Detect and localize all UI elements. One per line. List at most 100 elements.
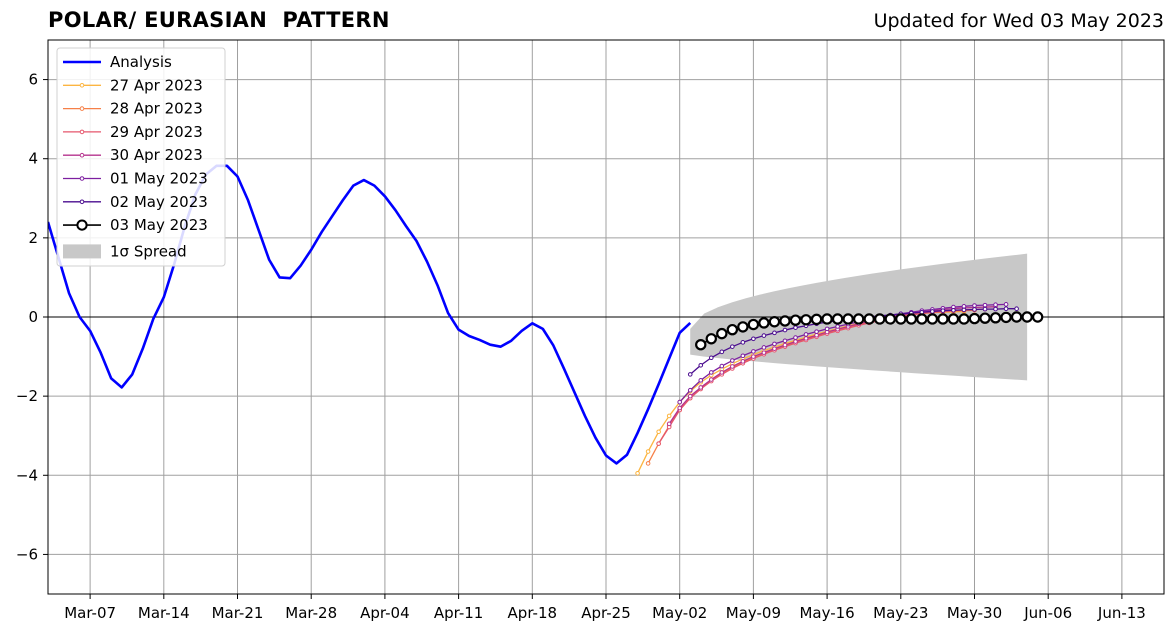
series-7-point	[958, 313, 970, 325]
series-5-point	[1003, 302, 1009, 307]
series-1-point	[656, 429, 661, 435]
legend-marker-3	[79, 129, 85, 135]
x-tick-label: Jun-13	[1097, 604, 1146, 622]
legend: Analysis 27 Apr 2023 28 Apr 2023 29 Apr 202…	[56, 47, 226, 267]
series-5-point	[677, 399, 682, 405]
legend-label-5: 01 May 2023	[110, 170, 208, 188]
legend-marker-1	[79, 83, 85, 88]
series-4-point	[814, 332, 819, 338]
legend-marker-4	[79, 152, 85, 158]
x-tick-label: Apr-04	[360, 604, 410, 622]
series-3-point	[656, 441, 661, 446]
x-tick-label: May-30	[947, 604, 1002, 622]
series-4-point	[677, 405, 682, 411]
series-6-point	[1003, 306, 1009, 311]
series-7-point	[831, 313, 844, 325]
x-tick-label: Apr-25	[581, 604, 631, 622]
series-7-point	[758, 317, 770, 329]
series-5-point	[708, 370, 714, 375]
series-6-point	[698, 362, 704, 368]
x-tick-label: Mar-14	[138, 604, 190, 622]
series-5-point	[730, 358, 735, 363]
series-5-point	[793, 335, 798, 340]
y-tick-label: 4	[28, 150, 38, 168]
series-7-point	[947, 313, 960, 325]
series-7-point	[1021, 311, 1033, 323]
series-6-point	[751, 336, 756, 342]
series-6-point	[951, 307, 956, 313]
x-tick-label: May-02	[652, 604, 707, 622]
y-tick-label: 0	[28, 308, 38, 326]
series-7-point	[937, 313, 949, 325]
series-7-point	[800, 314, 812, 326]
series-6-point	[961, 307, 967, 313]
legend-box	[56, 47, 226, 267]
series-5-point	[772, 341, 777, 347]
series-7-point	[821, 313, 833, 325]
series-7-point	[884, 313, 896, 325]
series-7-point	[810, 313, 823, 326]
series-7-point	[863, 313, 875, 325]
series-1-point	[635, 471, 640, 476]
series-5-point	[803, 332, 809, 337]
chart-title: POLAR/ EURASIAN PATTERN	[48, 8, 390, 32]
series-4-point	[708, 377, 714, 382]
series-6-point	[940, 308, 946, 313]
series-6-point	[982, 306, 988, 312]
series-7-point	[1000, 311, 1012, 324]
series-5-point	[835, 324, 840, 329]
y-tick-label: −2	[16, 387, 38, 405]
x-tick-label: Apr-11	[434, 604, 484, 622]
series-6-point	[687, 372, 693, 377]
y-tick-label: 6	[28, 71, 38, 89]
series-5-point	[972, 303, 977, 308]
legend-label-0: Analysis	[110, 53, 172, 71]
series-5-point	[982, 302, 988, 308]
x-tick-label: May-23	[873, 604, 928, 622]
series-7-point	[726, 323, 739, 336]
legend-spread-swatch	[63, 244, 101, 259]
legend-marker-6	[79, 199, 85, 205]
series-4-point	[719, 370, 725, 375]
series-2-point	[645, 461, 651, 466]
legend-label-7: 03 May 2023	[110, 216, 208, 234]
series-5-point	[782, 338, 788, 344]
series-4-point	[761, 350, 767, 355]
series-6-point	[730, 344, 735, 349]
series-4-point	[793, 339, 798, 344]
y-tick-label: −6	[16, 545, 38, 563]
series-4-point	[687, 393, 693, 399]
series-7-point	[874, 313, 886, 325]
series-4-point	[730, 364, 735, 369]
series-7-point	[968, 312, 981, 325]
series-7-point	[842, 313, 854, 325]
series-6-point	[1014, 306, 1019, 311]
series-7-point	[789, 314, 802, 326]
series-5-point	[698, 378, 704, 383]
series-6-point	[972, 307, 977, 312]
legend-label-spread: 1σ Spread	[110, 242, 187, 260]
series-1-point	[666, 413, 672, 419]
y-tick-label: 2	[28, 229, 38, 247]
legend-label-3: 29 Apr 2023	[110, 123, 203, 141]
chart-subtitle: Updated for Wed 03 May 2023	[873, 10, 1164, 32]
series-5-point	[687, 387, 693, 393]
legend-label-2: 28 Apr 2023	[110, 100, 203, 118]
x-tick-label: Jun-06	[1023, 604, 1072, 622]
series-6-point	[719, 349, 725, 355]
series-7-point	[905, 313, 918, 325]
series-7-point	[916, 313, 928, 325]
x-tick-label: Mar-28	[285, 604, 337, 622]
series-4-point	[698, 385, 704, 390]
series-7-point	[705, 333, 717, 345]
series-4-point	[740, 359, 746, 364]
legend-marker-2	[79, 106, 85, 111]
series-7-point	[1031, 311, 1044, 323]
series-4-point	[772, 346, 777, 351]
legend-marker-7	[76, 219, 88, 231]
series-5-point	[740, 353, 746, 359]
series-7-point	[716, 327, 728, 340]
x-tick-label: Mar-07	[64, 604, 116, 622]
series-line-0	[48, 164, 692, 465]
